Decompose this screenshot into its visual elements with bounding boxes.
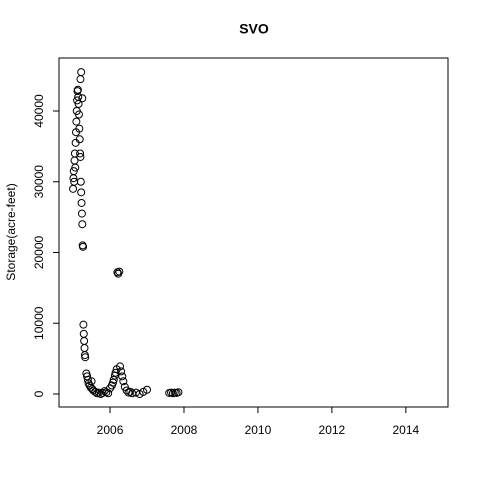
y-tick-label: 20000 (32, 235, 46, 269)
point (72, 117, 81, 126)
y-tick-label: 0 (32, 390, 46, 397)
point (115, 267, 124, 276)
y-axis-label: Storage(acre-feet) (4, 183, 18, 280)
point (116, 362, 125, 371)
chart-title: SVO (239, 21, 269, 37)
point (73, 96, 82, 105)
x-tick-label: 2008 (171, 423, 198, 437)
point (111, 368, 120, 377)
point (75, 124, 84, 133)
point (86, 383, 95, 392)
y-tick-label: 10000 (32, 306, 46, 340)
point (70, 149, 79, 158)
point (79, 320, 88, 329)
point (104, 389, 113, 398)
point (74, 110, 83, 119)
point (126, 387, 135, 396)
point (77, 68, 86, 77)
y-tick-label: 40000 (32, 94, 46, 128)
point (76, 152, 85, 161)
point (98, 388, 107, 397)
point (77, 188, 86, 197)
point (118, 372, 127, 381)
point (75, 135, 84, 144)
point (76, 177, 85, 186)
point (77, 198, 86, 207)
x-tick-label: 2012 (319, 423, 346, 437)
x-tick-label: 2006 (97, 423, 124, 437)
x-tick-label: 2014 (392, 423, 419, 437)
y-tick-label: 30000 (32, 165, 46, 199)
point (69, 167, 78, 176)
point (83, 375, 92, 384)
x-tick-label: 2010 (245, 423, 272, 437)
point (81, 353, 90, 362)
point (78, 220, 87, 229)
point (77, 209, 86, 218)
point (117, 367, 126, 376)
point (174, 388, 183, 397)
point (143, 385, 152, 394)
point (87, 377, 96, 386)
point (79, 242, 88, 251)
point (91, 387, 100, 396)
point (76, 149, 85, 158)
point (74, 99, 83, 108)
point (119, 377, 128, 386)
point (109, 375, 118, 384)
point (78, 94, 87, 103)
point (71, 163, 80, 172)
